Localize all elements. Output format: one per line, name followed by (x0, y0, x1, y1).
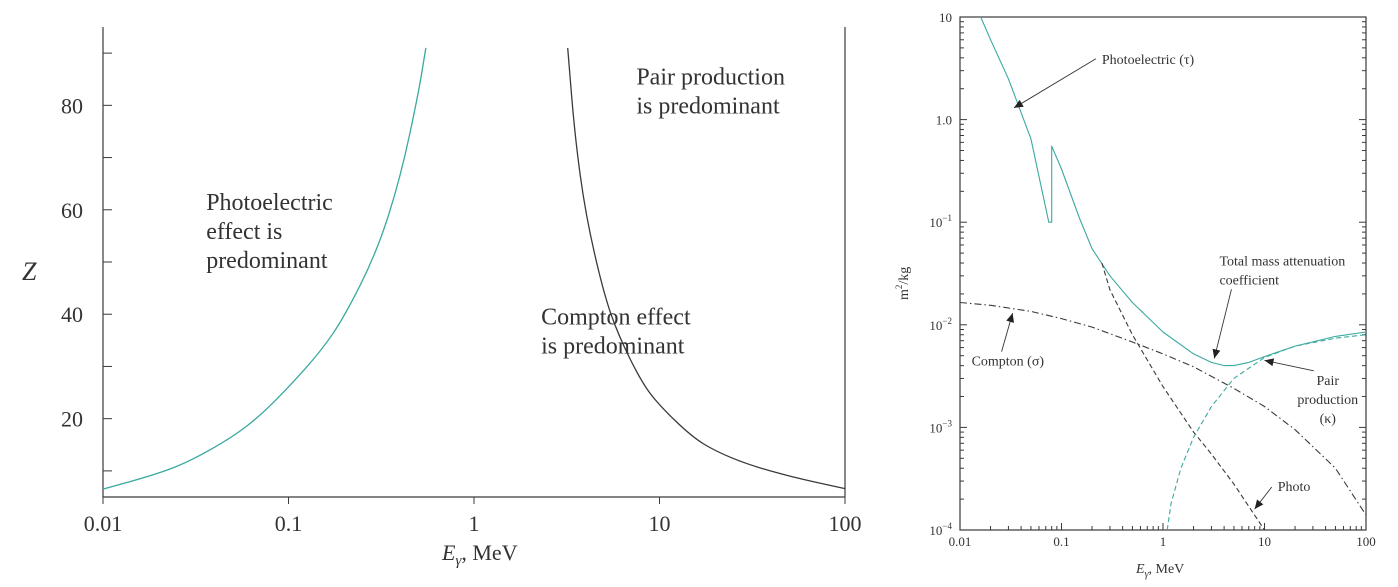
right-annotation-label: Photoelectric (τ) (1102, 53, 1195, 68)
right-arrowhead-icon (1006, 313, 1014, 323)
right-annotation-label: production (1297, 393, 1358, 408)
right-y-tick-label: 10−4 (929, 521, 952, 538)
right-chart-x-axis-label: Eγ, MeV (1135, 562, 1184, 580)
right-annotation-arrow (1001, 312, 1014, 352)
right-annotation-label: coefficient (1219, 273, 1279, 288)
left-x-tick-label: 100 (829, 511, 862, 536)
right-y-tick-label: 10 (939, 10, 952, 25)
left-region-label: is predominant (541, 334, 685, 360)
left-y-tick-label: 20 (61, 407, 83, 432)
left-region-label: is predominant (636, 93, 780, 119)
right-chart-curves (959, 16, 1367, 531)
right-series-dashed-3 (1101, 262, 1265, 531)
left-chart-curves (102, 47, 846, 490)
right-annotation-arrow (1254, 486, 1273, 510)
right-plot-frame (959, 16, 1367, 531)
right-series-solid-1 (980, 16, 1367, 367)
right-x-tick-label: 1 (1160, 534, 1167, 549)
right-chart-annotations: Photoelectric (τ) Total mass attenuation c… (972, 53, 1358, 510)
right-arrowhead-icon (1013, 99, 1024, 108)
left-region-label: Compton effect (541, 305, 691, 331)
left-y-tick-label: 80 (61, 93, 83, 118)
left-x-tick-label: 0.01 (84, 511, 123, 536)
left-boundary-curve-2 (567, 47, 846, 490)
left-y-tick-label: 60 (61, 198, 83, 223)
left-y-tick-label: 40 (61, 302, 83, 327)
right-annotation-label: Compton (σ) (972, 355, 1045, 370)
left-x-tick-label: 10 (649, 511, 671, 536)
left-chart-x-axis-label: Eγ, MeV (441, 540, 518, 569)
right-y-tick-label: 10−2 (929, 316, 952, 333)
right-annotation-label: Total mass attenuation (1219, 254, 1345, 269)
right-chart-tick-labels: 0.01 0.1 1 10 100 10−4 10−3 10−2 10−1 1.0 10 (929, 10, 1375, 549)
right-annotation-label: Photo (1278, 480, 1311, 495)
right-x-tick-label: 0.01 (949, 534, 972, 549)
right-annotation-arrow (1264, 359, 1314, 372)
right-y-tick-label: 1.0 (936, 113, 952, 128)
right-series-dashdot-2 (959, 301, 1367, 516)
right-y-tick-label: 10−1 (929, 213, 952, 230)
left-chart-axes (102, 27, 846, 504)
right-x-tick-label: 100 (1356, 534, 1376, 549)
left-chart-dominance-regions: 0.01 0.1 1 10 100 20 40 60 80 Photoelectric effec… (22, 27, 862, 569)
right-arrowhead-icon (1254, 499, 1264, 510)
right-annotation-label: Pair (1316, 374, 1339, 389)
left-chart-annotations: Photoelectric effect is predominant Pair pr… (206, 64, 785, 359)
left-region-label: effect is (206, 219, 282, 245)
left-x-tick-label: 1 (469, 511, 480, 536)
left-chart-tick-labels: 0.01 0.1 1 10 100 20 40 60 80 (61, 93, 862, 536)
right-arrowhead-icon (1264, 358, 1275, 367)
right-series-dashed-4 (1166, 334, 1367, 531)
left-region-label: Pair production (636, 64, 785, 90)
right-arrowhead-icon (1212, 348, 1221, 359)
left-boundary-curve-1 (102, 47, 427, 490)
right-annotation-label: (κ) (1320, 412, 1337, 427)
left-x-tick-label: 0.1 (275, 511, 303, 536)
right-chart-axes (959, 16, 1367, 531)
left-region-label: Photoelectric (206, 190, 333, 216)
right-annotation-arrow (1013, 58, 1097, 109)
left-chart-y-axis-label: Z (22, 257, 37, 286)
right-y-tick-label: 10−3 (929, 418, 952, 435)
right-annotation-arrow (1213, 289, 1232, 359)
right-x-tick-label: 10 (1258, 534, 1271, 549)
right-chart-y-axis-label: m2/kg (894, 267, 912, 300)
right-x-tick-label: 0.1 (1053, 534, 1069, 549)
left-region-label: predominant (206, 248, 328, 274)
